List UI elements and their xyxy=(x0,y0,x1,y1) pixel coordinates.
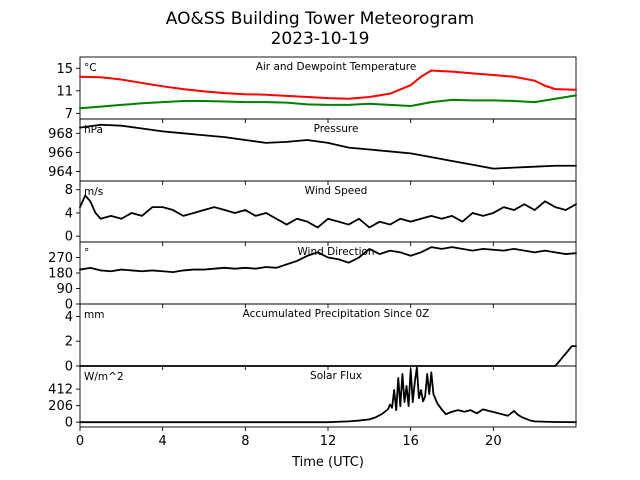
y-tick-label-temperature: 7 xyxy=(65,107,73,122)
unit-label-solar-flux: W/m^2 xyxy=(84,371,124,383)
x-tick-label: 20 xyxy=(485,434,502,449)
y-tick-label-temperature: 11 xyxy=(56,84,73,99)
unit-label-temperature: °C xyxy=(84,62,97,74)
panel-temperature: 7 11 15 °C Air and Dewpoint Temperature xyxy=(56,56,577,123)
x-tick-label: 0 xyxy=(76,434,84,449)
y-tick-label-precipitation: 4 xyxy=(65,310,73,325)
y-tick-label-wind-direction: 0 xyxy=(65,298,73,313)
y-tick-label-wind-direction: 270 xyxy=(48,251,73,266)
y-tick-label-pressure: 964 xyxy=(48,165,73,180)
y-tick-label-pressure: 966 xyxy=(48,146,73,161)
figure-title-line2: 2023-10-19 xyxy=(271,29,370,49)
unit-label-precipitation: mm xyxy=(84,309,104,321)
unit-label-wind-speed: m/s xyxy=(84,186,103,198)
panel-title-wind-direction: Wind Direction xyxy=(297,246,374,258)
y-tick-label-wind-direction: 180 xyxy=(48,267,73,282)
y-tick-label-precipitation: 0 xyxy=(65,360,73,375)
y-tick-label-wind-speed: 4 xyxy=(65,206,73,221)
panel-title-pressure: Pressure xyxy=(314,123,359,135)
series-line-wind-speed-0 xyxy=(79,194,577,229)
panel-title-solar-flux: Solar Flux xyxy=(310,370,362,382)
y-tick-label-wind-speed: 8 xyxy=(65,183,73,198)
unit-label-pressure: hPa xyxy=(84,124,103,136)
series-line-temperature-1 xyxy=(79,94,577,110)
figure-title-line1: AO&SS Building Tower Meteorogram xyxy=(166,9,474,29)
y-tick-label-precipitation: 2 xyxy=(65,335,73,350)
x-axis-label: Time (UTC) xyxy=(291,455,364,470)
series-line-pressure-0 xyxy=(79,123,577,170)
x-tick-label: 8 xyxy=(241,434,249,449)
series-line-temperature-0 xyxy=(79,69,577,100)
panel-title-temperature: Air and Dewpoint Temperature xyxy=(256,61,417,73)
series-line-wind-direction-0 xyxy=(79,246,577,274)
y-tick-label-pressure: 968 xyxy=(48,127,73,142)
y-tick-label-temperature: 15 xyxy=(56,62,73,77)
panel-pressure: 964 966 968 hPa Pressure xyxy=(48,118,577,185)
y-tick-label-solar-flux: 0 xyxy=(65,416,73,431)
x-axis: 0 4 8 12 16 20 xyxy=(76,434,502,449)
panel-wind-speed: 0 4 8 m/s Wind Speed xyxy=(65,180,577,246)
panel-precipitation: 0 2 4 mm Accumulated Precipitation Since 0Z xyxy=(65,303,577,375)
series-line-solar-flux-0 xyxy=(79,366,577,424)
unit-label-wind-direction: ° xyxy=(84,247,89,259)
series-line-precipitation-0 xyxy=(79,345,577,367)
y-tick-label-solar-flux: 206 xyxy=(48,399,73,414)
panel-title-wind-speed: Wind Speed xyxy=(305,185,368,197)
x-tick-label: 16 xyxy=(402,434,419,449)
y-tick-label-wind-direction: 90 xyxy=(56,282,73,297)
x-tick-label: 4 xyxy=(159,434,167,449)
y-tick-label-solar-flux: 412 xyxy=(48,383,73,398)
panel-title-precipitation: Accumulated Precipitation Since 0Z xyxy=(243,308,430,320)
x-tick-label: 12 xyxy=(320,434,337,449)
y-tick-label-wind-speed: 0 xyxy=(65,230,73,245)
